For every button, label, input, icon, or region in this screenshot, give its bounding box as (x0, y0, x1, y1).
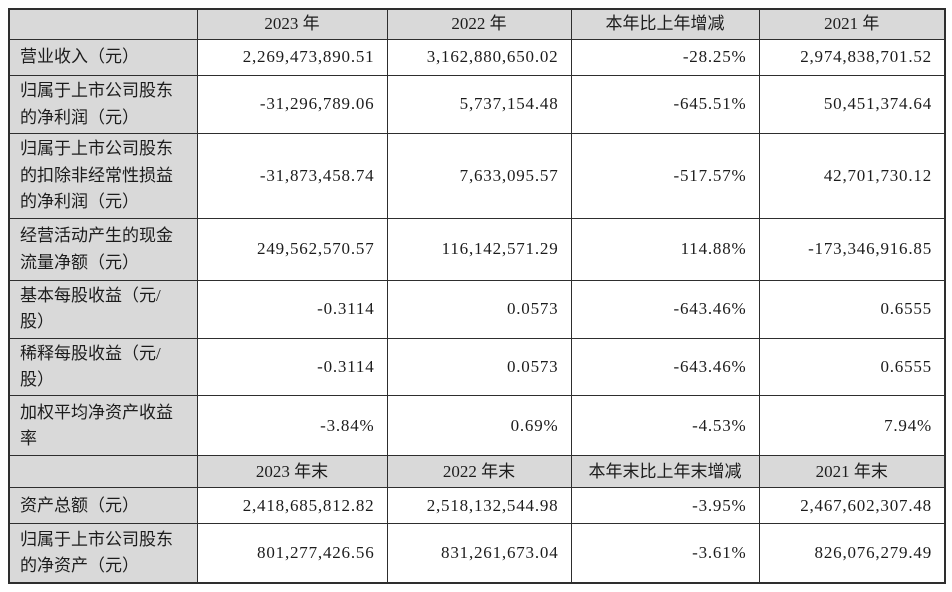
cell-value: -31,873,458.74 (196, 133, 388, 219)
table-row-total-assets: 资产总额（元） 2,418,685,812.82 2,518,132,544.9… (8, 487, 946, 525)
cell-value: -173,346,916.85 (758, 218, 946, 281)
table-row-diluted-eps: 稀释每股收益（元/股） -0.3114 0.0573 -643.46% 0.65… (8, 337, 946, 397)
row-label: 资产总额（元） (8, 487, 198, 525)
cell-value: 2,269,473,890.51 (196, 39, 388, 76)
cell-value: 0.69% (386, 395, 572, 457)
cell-value: 116,142,571.29 (386, 218, 572, 281)
cell-value: 0.0573 (386, 280, 572, 339)
cell-value: 0.6555 (758, 337, 946, 397)
row-label: 归属于上市公司股东的扣除非经常性损益的净利润（元） (8, 133, 198, 219)
cell-change: 114.88% (570, 218, 760, 281)
cell-value: 2,418,685,812.82 (196, 487, 388, 525)
table-row-basic-eps: 基本每股收益（元/股） -0.3114 0.0573 -643.46% 0.65… (8, 280, 946, 339)
cell-value: 0.6555 (758, 280, 946, 339)
cell-value: 801,277,426.56 (196, 523, 388, 584)
col-header-eop-change: 本年末比上年末增减 (570, 455, 760, 489)
cell-value: 42,701,730.12 (758, 133, 946, 219)
cell-change: -4.53% (570, 395, 760, 457)
col-header-2021: 2021 年 (758, 8, 946, 40)
cell-value: -31,296,789.06 (196, 75, 388, 134)
cell-value: 2,467,602,307.48 (758, 487, 946, 525)
col-header-2023: 2023 年 (196, 8, 388, 40)
cell-value: 2,974,838,701.52 (758, 39, 946, 76)
corner-cell (8, 8, 198, 40)
cell-value: 3,162,880,650.02 (386, 39, 572, 76)
row-label: 基本每股收益（元/股） (8, 280, 198, 339)
col-header-2022: 2022 年 (386, 8, 572, 40)
corner-cell (8, 455, 198, 489)
col-header-2021-eop: 2021 年末 (758, 455, 946, 489)
row-label: 加权平均净资产收益率 (8, 395, 198, 457)
cell-value: 831,261,673.04 (386, 523, 572, 584)
table-row-weighted-avg-roe: 加权平均净资产收益率 -3.84% 0.69% -4.53% 7.94% (8, 395, 946, 457)
table-row-net-assets: 归属于上市公司股东的净资产（元） 801,277,426.56 831,261,… (8, 523, 946, 584)
cell-value: 7.94% (758, 395, 946, 457)
cell-value: 50,451,374.64 (758, 75, 946, 134)
cell-value: -0.3114 (196, 337, 388, 397)
col-header-2023-eop: 2023 年末 (196, 455, 388, 489)
cell-value: -0.3114 (196, 280, 388, 339)
row-label: 归属于上市公司股东的净利润（元） (8, 75, 198, 134)
cell-value: -3.84% (196, 395, 388, 457)
table-row-operating-cash-flow: 经营活动产生的现金流量净额（元） 249,562,570.57 116,142,… (8, 218, 946, 281)
cell-value: 5,737,154.48 (386, 75, 572, 134)
cell-value: 0.0573 (386, 337, 572, 397)
table-row-revenue: 营业收入（元） 2,269,473,890.51 3,162,880,650.0… (8, 39, 946, 76)
cell-change: -3.61% (570, 523, 760, 584)
row-label: 稀释每股收益（元/股） (8, 337, 198, 397)
row-label: 经营活动产生的现金流量净额（元） (8, 218, 198, 281)
cell-change: -645.51% (570, 75, 760, 134)
cell-change: -517.57% (570, 133, 760, 219)
col-header-yoy-change: 本年比上年增减 (570, 8, 760, 40)
table-row-net-profit-excl-nonrecurring: 归属于上市公司股东的扣除非经常性损益的净利润（元） -31,873,458.74… (8, 133, 946, 219)
row-label: 归属于上市公司股东的净资产（元） (8, 523, 198, 584)
table-row-net-profit: 归属于上市公司股东的净利润（元） -31,296,789.06 5,737,15… (8, 75, 946, 134)
cell-value: 249,562,570.57 (196, 218, 388, 281)
col-header-2022-eop: 2022 年末 (386, 455, 572, 489)
cell-change: -643.46% (570, 337, 760, 397)
key-accounting-data-table: 2023 年 2022 年 本年比上年增减 2021 年 营业收入（元） 2,2… (8, 8, 946, 585)
cell-change: -28.25% (570, 39, 760, 76)
cell-value: 2,518,132,544.98 (386, 487, 572, 525)
row-label: 营业收入（元） (8, 39, 198, 76)
period-header-row: 2023 年 2022 年 本年比上年增减 2021 年 (8, 8, 946, 40)
cell-change: -3.95% (570, 487, 760, 525)
cell-value: 7,633,095.57 (386, 133, 572, 219)
cell-change: -643.46% (570, 280, 760, 339)
cell-value: 826,076,279.49 (758, 523, 946, 584)
eop-header-row: 2023 年末 2022 年末 本年末比上年末增减 2021 年末 (8, 455, 946, 489)
